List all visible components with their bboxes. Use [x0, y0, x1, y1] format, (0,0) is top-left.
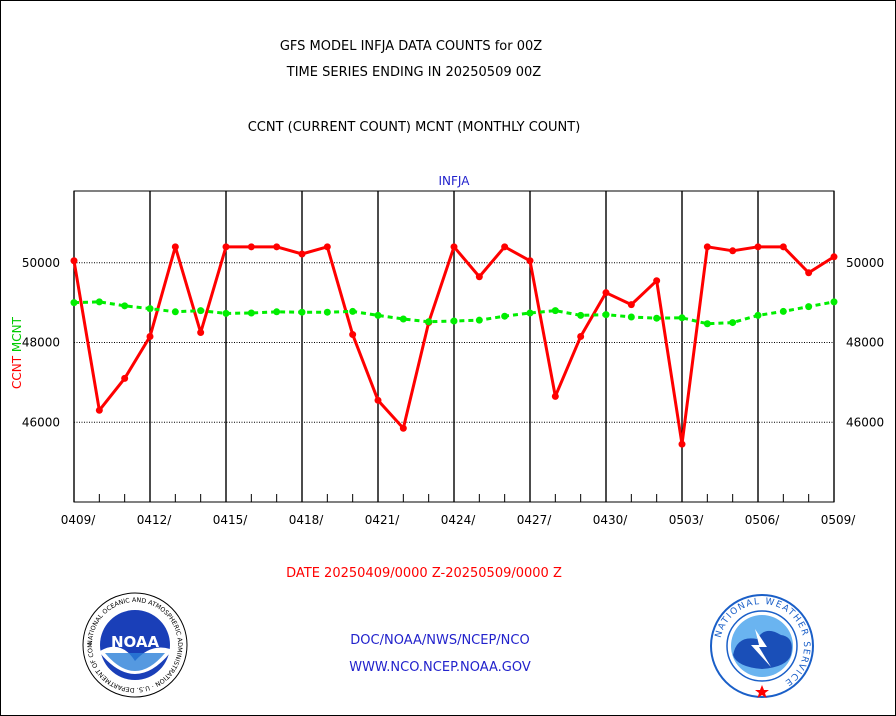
- y-tick-label-right: 46000: [846, 415, 884, 429]
- data-point-ccnt: [95, 406, 103, 414]
- chart-title-line1: GFS MODEL INFJA DATA COUNTS for 00Z: [279, 39, 543, 54]
- data-point-mcnt: [805, 303, 813, 311]
- website-label: WWW.NCO.NCEP.NOAA.GOV: [349, 660, 531, 675]
- data-point-mcnt: [703, 320, 711, 328]
- data-point-mcnt: [399, 315, 407, 323]
- data-point-mcnt: [298, 308, 306, 316]
- data-point-mcnt: [323, 308, 331, 316]
- data-point-ccnt: [247, 243, 255, 251]
- data-point-ccnt: [653, 277, 661, 285]
- data-point-ccnt: [171, 243, 179, 251]
- data-point-ccnt: [121, 374, 129, 382]
- data-point-mcnt: [501, 312, 509, 320]
- data-point-mcnt: [247, 309, 255, 317]
- org-label: DOC/NOAA/NWS/NCEP/NCO: [350, 633, 530, 648]
- data-point-ccnt: [754, 243, 762, 251]
- date-range-label: DATE 20250409/0000 Z-20250509/0000 Z: [286, 566, 562, 581]
- x-tick-label: 0430/: [593, 513, 629, 527]
- data-point-mcnt: [425, 318, 433, 326]
- data-point-ccnt: [374, 396, 382, 404]
- data-point-ccnt: [70, 257, 78, 265]
- data-point-mcnt: [171, 308, 179, 316]
- data-point-ccnt: [551, 392, 559, 400]
- y-axis-label-ccnt: CCNT: [10, 355, 24, 389]
- nws-logo: NATIONAL WEATHER SERVICE: [710, 594, 814, 698]
- data-point-mcnt: [121, 302, 129, 310]
- data-point-ccnt: [197, 329, 205, 337]
- data-point-ccnt: [779, 243, 787, 251]
- data-point-ccnt: [678, 440, 686, 448]
- data-point-ccnt: [729, 247, 737, 255]
- data-point-mcnt: [602, 311, 610, 319]
- data-point-mcnt: [146, 305, 154, 313]
- data-point-mcnt: [627, 313, 635, 321]
- x-tick-label: 0409/: [61, 513, 97, 527]
- data-point-ccnt: [703, 243, 711, 251]
- data-point-ccnt: [273, 243, 281, 251]
- data-point-mcnt: [754, 311, 762, 319]
- chart-title-line2: TIME SERIES ENDING IN 20250509 00Z: [286, 65, 542, 80]
- data-point-ccnt: [323, 243, 331, 251]
- data-point-mcnt: [95, 298, 103, 306]
- data-point-mcnt: [678, 314, 686, 322]
- data-point-ccnt: [577, 333, 585, 341]
- data-point-mcnt: [577, 311, 585, 319]
- y-axis-label: CCNT MCNT: [10, 316, 24, 389]
- y-tick-label-left: 48000: [22, 336, 60, 350]
- x-tick-label: 0412/: [137, 513, 173, 527]
- data-point-ccnt: [349, 331, 357, 339]
- x-tick-label: 0424/: [441, 513, 477, 527]
- data-point-mcnt: [273, 308, 281, 316]
- noaa-logo: NATIONAL OCEANIC AND ATMOSPHERIC ADMINIS…: [81, 591, 188, 698]
- x-tick-label: 0509/: [821, 513, 857, 527]
- data-point-mcnt: [349, 307, 357, 315]
- data-point-ccnt: [501, 243, 509, 251]
- data-point-mcnt: [475, 316, 483, 324]
- svg-text:NOAA: NOAA: [111, 633, 160, 651]
- data-point-mcnt: [70, 299, 78, 307]
- y-tick-label-left: 46000: [22, 415, 60, 429]
- data-point-ccnt: [830, 253, 838, 261]
- data-point-ccnt: [222, 243, 230, 251]
- data-point-mcnt: [197, 307, 205, 315]
- y-tick-label-right: 50000: [846, 256, 884, 270]
- data-point-mcnt: [374, 311, 382, 319]
- x-tick-label: 0418/: [289, 513, 325, 527]
- y-axis-label-mcnt: MCNT: [10, 316, 24, 352]
- y-tick-label-left: 50000: [22, 256, 60, 270]
- data-point-ccnt: [450, 243, 458, 251]
- data-point-ccnt: [627, 301, 635, 309]
- data-point-mcnt: [450, 317, 458, 325]
- chart-title: INFJA: [439, 174, 471, 188]
- x-tick-label: 0506/: [745, 513, 781, 527]
- data-point-ccnt: [146, 333, 154, 341]
- data-point-mcnt: [526, 309, 534, 317]
- chart-subtitle: CCNT (CURRENT COUNT) MCNT (MONTHLY COUNT…: [247, 120, 581, 135]
- data-point-ccnt: [399, 424, 407, 432]
- data-point-ccnt: [526, 257, 534, 265]
- x-tick-label: 0421/: [365, 513, 401, 527]
- data-point-mcnt: [551, 307, 559, 315]
- data-point-ccnt: [602, 289, 610, 297]
- data-point-ccnt: [805, 269, 813, 277]
- data-point-mcnt: [653, 314, 661, 322]
- data-point-mcnt: [222, 309, 230, 317]
- x-tick-label: 0415/: [213, 513, 249, 527]
- x-tick-label: 0427/: [517, 513, 553, 527]
- x-tick-label: 0503/: [669, 513, 705, 527]
- data-point-mcnt: [830, 298, 838, 306]
- data-point-mcnt: [729, 319, 737, 327]
- data-point-ccnt: [475, 273, 483, 281]
- data-point-ccnt: [298, 250, 306, 258]
- data-point-mcnt: [779, 307, 787, 315]
- y-tick-label-right: 48000: [846, 336, 884, 350]
